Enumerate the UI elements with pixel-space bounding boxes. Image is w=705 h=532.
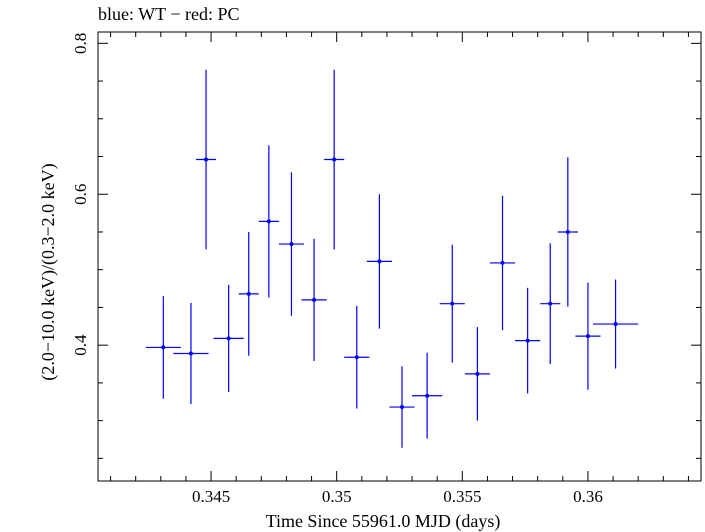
y-axis-label: (2.0−10.0 keV)/(0.3−2.0 keV)	[38, 163, 59, 380]
data-point	[557, 157, 578, 307]
data-point	[301, 238, 327, 362]
point-marker	[289, 242, 294, 247]
data-point	[515, 287, 541, 394]
point-marker	[613, 322, 618, 327]
data-point	[213, 284, 244, 392]
chart-title: blue: WT − red: PC	[98, 4, 240, 24]
data-point	[464, 327, 490, 421]
point-marker	[425, 393, 430, 398]
data-point	[366, 194, 392, 329]
data-point	[439, 244, 465, 363]
data-point	[592, 279, 639, 369]
point-marker	[354, 355, 359, 360]
point-marker	[188, 351, 193, 356]
data-point	[195, 69, 217, 250]
axis-ticks: 0.345 0.35 0.355 0.36 0.4 0.6 0.8	[71, 32, 701, 506]
point-marker	[548, 301, 553, 306]
data-point	[344, 305, 370, 409]
x-tick-label: 0.345	[192, 487, 230, 506]
data-point	[173, 302, 209, 405]
data-point	[489, 195, 516, 331]
point-marker	[450, 301, 455, 306]
y-tick-label: 0.6	[71, 184, 90, 205]
point-marker	[565, 229, 570, 234]
data-point	[540, 243, 561, 365]
data-series	[145, 69, 639, 448]
y-tick-label: 0.4	[71, 334, 90, 356]
point-marker	[312, 297, 317, 302]
data-point	[258, 145, 279, 298]
x-tick-label: 0.355	[443, 487, 481, 506]
point-marker	[161, 345, 166, 350]
point-marker	[266, 219, 271, 224]
point-marker	[204, 157, 209, 162]
data-point	[238, 231, 259, 356]
x-tick-label: 0.36	[573, 487, 603, 506]
point-marker	[226, 336, 231, 341]
data-point	[575, 282, 601, 390]
x-axis-label: Time Since 55961.0 MJD (days)	[266, 511, 501, 532]
point-marker	[500, 260, 505, 265]
data-point	[145, 296, 181, 399]
point-marker	[400, 405, 405, 410]
point-marker	[585, 334, 590, 339]
point-marker	[332, 157, 337, 162]
x-tick-label: 0.35	[322, 487, 352, 506]
point-marker	[525, 338, 530, 343]
point-marker	[475, 371, 480, 376]
point-marker	[246, 291, 251, 296]
plot-frame	[97, 31, 702, 482]
point-marker	[377, 259, 382, 264]
data-point	[389, 366, 415, 448]
data-point	[324, 69, 345, 250]
y-tick-label: 0.8	[71, 33, 90, 54]
data-point	[412, 352, 443, 439]
data-point	[278, 172, 305, 316]
